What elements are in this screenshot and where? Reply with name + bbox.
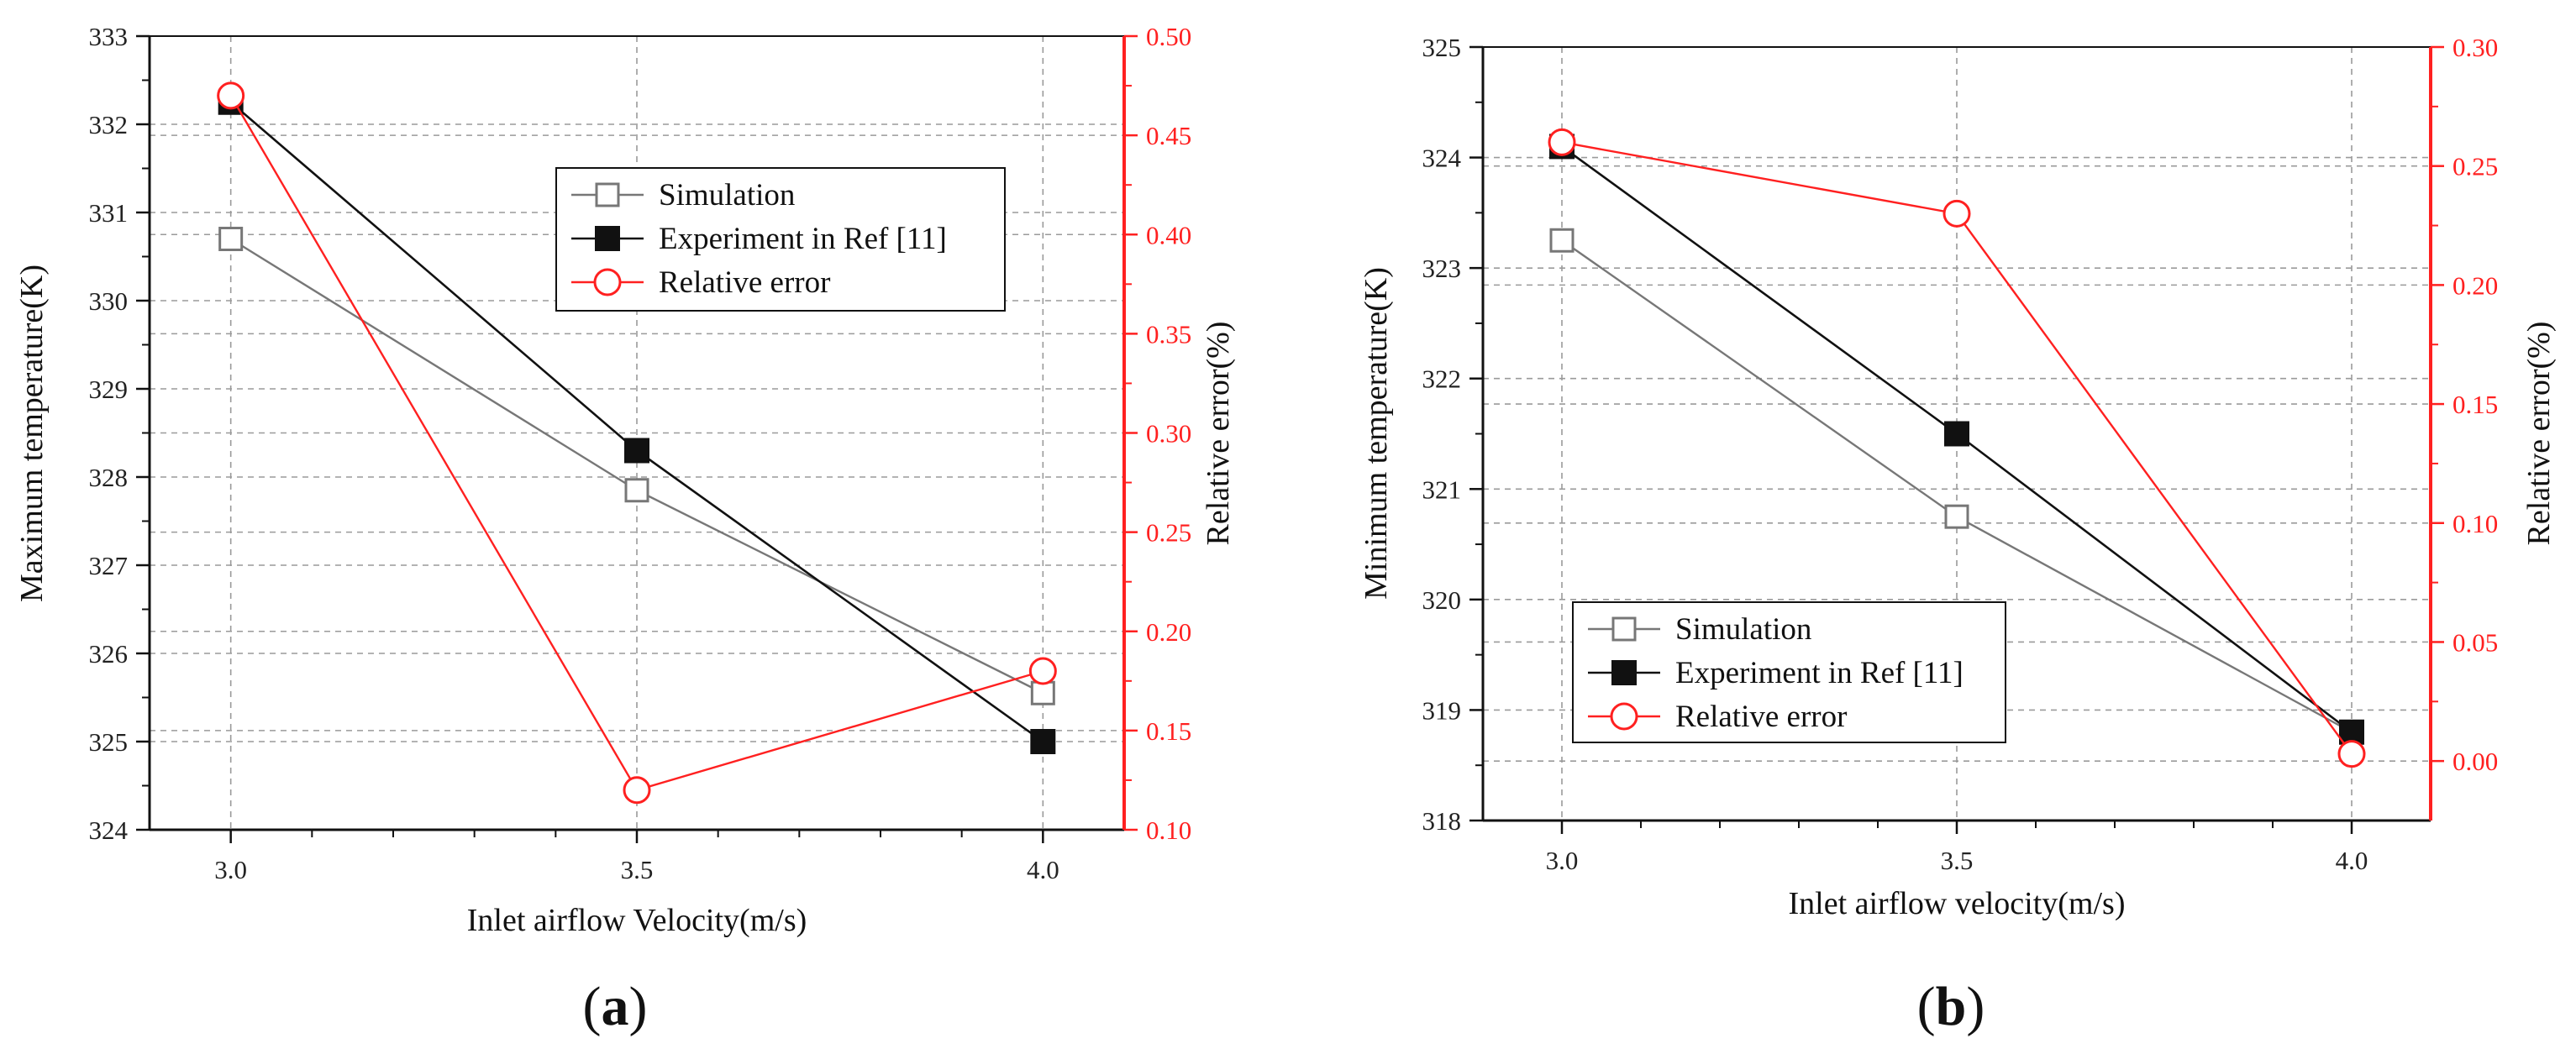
point-simulation-b-0 xyxy=(1549,228,1575,253)
y-tick-label-a-3: 327 xyxy=(89,551,129,580)
legend-label-experiment-a: Experiment in Ref [11] xyxy=(659,222,947,256)
legend-marker-relative_error-b xyxy=(1610,702,1638,731)
x-tick-label-a-0: 3.0 xyxy=(214,855,247,884)
legend-marker-experiment-b xyxy=(1611,660,1637,685)
point-relative_error-b-0 xyxy=(1548,128,1576,156)
y2-tick-label-b-4: 0.20 xyxy=(2452,270,2498,300)
point-experiment-a-2 xyxy=(1030,729,1056,754)
y-tick-label-b-3: 321 xyxy=(1422,475,1462,504)
y2-tick-label-a-3: 0.25 xyxy=(1146,518,1191,548)
y2-tick-label-a-4: 0.30 xyxy=(1146,419,1191,448)
y2-tick-label-a-8: 0.50 xyxy=(1146,22,1191,51)
y-tick-label-a-7: 331 xyxy=(89,198,129,228)
point-experiment-b-1 xyxy=(1944,421,1969,447)
point-simulation-a-1 xyxy=(624,478,649,503)
legend-marker-simulation-a xyxy=(595,182,620,207)
point-relative_error-b-1 xyxy=(1943,199,1971,228)
legend-label-simulation-a: Simulation xyxy=(659,178,795,212)
y-tick-label-b-1: 319 xyxy=(1422,695,1462,725)
series-relative_error-b xyxy=(1548,128,2366,768)
y2-tick-label-b-2: 0.10 xyxy=(2452,509,2498,538)
point-experiment-a-1 xyxy=(624,438,649,464)
point-relative_error-a-0 xyxy=(217,81,245,110)
y-tick-label-a-8: 332 xyxy=(89,110,129,139)
point-simulation-a-0 xyxy=(218,227,244,251)
point-relative_error-a-2 xyxy=(1028,657,1057,685)
y2-tick-label-a-5: 0.35 xyxy=(1146,319,1191,349)
y2-tick-label-a-0: 0.10 xyxy=(1146,815,1191,845)
point-relative_error-a-1 xyxy=(623,776,651,805)
legend-label-simulation-b: Simulation xyxy=(1675,612,1811,647)
legend-marker-experiment-a xyxy=(595,226,620,251)
legend-b: Simulation Experiment in Ref [11] Relative… xyxy=(1572,601,2006,743)
y2-tick-label-a-1: 0.15 xyxy=(1146,716,1191,746)
y2-axis-label-a: Relative error(%) xyxy=(1201,322,1236,546)
y-tick-label-b-2: 320 xyxy=(1422,585,1462,615)
y2-tick-label-b-3: 0.15 xyxy=(2452,390,2498,419)
y2-tick-label-a-6: 0.40 xyxy=(1146,220,1191,249)
point-relative_error-b-2 xyxy=(2337,740,2366,768)
y-tick-label-b-0: 318 xyxy=(1422,806,1462,836)
y-tick-label-b-6: 324 xyxy=(1422,144,1462,173)
y-tick-label-a-5: 329 xyxy=(89,375,129,404)
y2-axis-label-b: Relative error(%) xyxy=(2521,322,2557,546)
x-tick-label-b-0: 3.0 xyxy=(1546,846,1579,875)
y-tick-label-a-2: 326 xyxy=(89,639,129,669)
y-tick-label-a-1: 325 xyxy=(89,727,129,757)
legend-marker-simulation-b xyxy=(1611,616,1637,642)
y-axis-label-b: Minimum temperature(K) xyxy=(1359,267,1394,600)
y-tick-label-a-4: 328 xyxy=(89,463,129,492)
legend-label-relative_error-a: Relative error xyxy=(659,265,830,300)
y2-tick-label-a-7: 0.45 xyxy=(1146,121,1191,150)
x-axis-label-a: Inlet airflow Velocity(m/s) xyxy=(467,903,807,938)
point-simulation-b-1 xyxy=(1944,504,1969,529)
legend-label-relative_error-b: Relative error xyxy=(1675,700,1847,734)
y2-tick-label-b-5: 0.25 xyxy=(2452,152,2498,181)
legend-a: Simulation Experiment in Ref [11] Relative… xyxy=(555,167,1006,312)
point-simulation-a-2 xyxy=(1030,680,1055,705)
x-tick-label-a-1: 3.5 xyxy=(621,855,654,884)
x-tick-label-b-2: 4.0 xyxy=(2336,846,2368,875)
chart-panel-b: 318 319 320 321 322 323 324 325 0.00 0.05 0.10 0.15… xyxy=(1359,33,2557,921)
y-tick-label-a-6: 330 xyxy=(89,286,129,316)
y-tick-label-a-9: 333 xyxy=(89,22,129,51)
y-tick-label-b-7: 325 xyxy=(1422,33,1462,62)
y-axis-label-a: Maximum temperature(K) xyxy=(14,265,50,602)
legend-marker-relative_error-a xyxy=(593,268,622,296)
x-axis-label-b: Inlet airflow velocity(m/s) xyxy=(1789,886,2126,921)
y2-tick-label-b-0: 0.00 xyxy=(2452,747,2498,776)
y-tick-label-a-0: 324 xyxy=(89,815,129,845)
chart-panel-a: 324 325 326 327 328 329 330 331 332 333 0.10 0.15 0.… xyxy=(14,22,1236,938)
y-tick-label-b-5: 323 xyxy=(1422,254,1462,283)
series-relative_error-a xyxy=(217,81,1057,805)
y2-tick-label-b-6: 0.30 xyxy=(2452,33,2498,62)
x-tick-label-b-1: 3.5 xyxy=(1941,846,1974,875)
panel-label-a: (a) xyxy=(583,976,648,1037)
x-tick-label-a-2: 4.0 xyxy=(1027,855,1059,884)
panel-label-b: (b) xyxy=(1917,976,1985,1037)
y2-tick-label-b-1: 0.05 xyxy=(2452,627,2498,657)
y2-tick-label-a-2: 0.20 xyxy=(1146,617,1191,647)
legend-label-experiment-b: Experiment in Ref [11] xyxy=(1675,656,1964,690)
y-tick-label-b-4: 322 xyxy=(1422,364,1462,394)
